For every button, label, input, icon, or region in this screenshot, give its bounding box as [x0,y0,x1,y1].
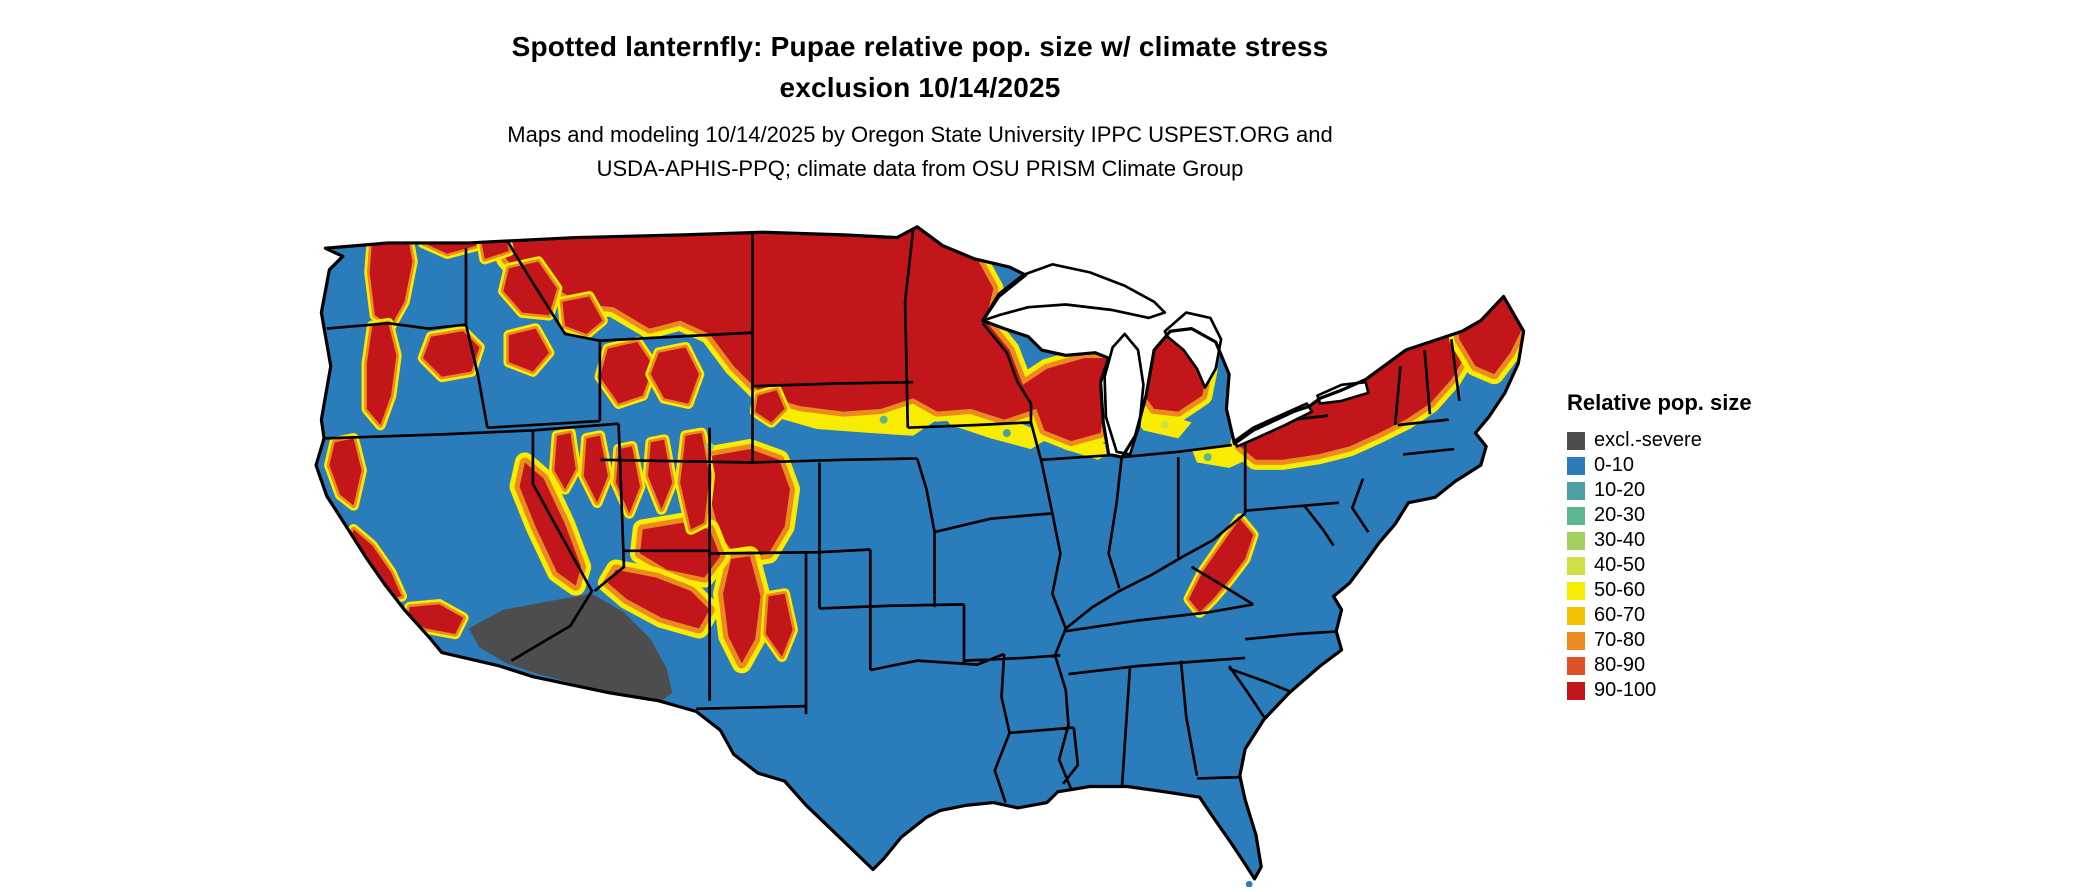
conus-outline [314,225,1526,881]
legend-item: excl.-severe [1567,428,1787,453]
legend-item: 40-50 [1567,553,1787,578]
legend-item: 50-60 [1567,578,1787,603]
legend-title: Relative pop. size [1567,390,1752,415]
us-conus-map [308,208,1529,887]
legend-item-label: 80-90 [1594,654,1646,676]
state-borders [324,226,1461,803]
legend-swatch [1567,681,1585,700]
legend-item: 80-90 [1567,653,1787,678]
legend-item-label: 30-40 [1594,529,1646,551]
legend-item-label: 40-50 [1594,554,1646,576]
legend-item: 20-30 [1567,503,1787,528]
map-title-line2: exclusion 10/14/2025 [779,72,1061,103]
legend-item-label: 10-20 [1594,479,1646,501]
legend: Relative pop. size excl.-severe 0-10 10-… [1567,390,1787,703]
legend-swatch [1567,531,1585,550]
legend-swatch [1567,656,1585,675]
legend-swatch [1567,481,1585,500]
legend-item-label: 20-30 [1594,504,1646,526]
lake-superior [981,263,1167,322]
us-conus-map-svg [314,225,1526,887]
legend-item: 60-70 [1567,603,1787,628]
legend-item-label: 70-80 [1594,629,1646,651]
legend-item-label: 90-100 [1594,679,1657,701]
map-attribution-line1: Maps and modeling 10/14/2025 by Oregon S… [507,122,1333,147]
lake-erie [1233,402,1314,448]
legend-item: 10-20 [1567,478,1787,503]
legend-swatch [1567,456,1585,475]
map-attribution: Maps and modeling 10/14/2025 by Oregon S… [0,118,1840,186]
legend-swatch [1567,556,1585,575]
legend-item: 70-80 [1567,628,1787,653]
population-raster-layer [316,226,1524,879]
map-title: Spotted lanternfly: Pupae relative pop. … [0,26,1840,108]
legend-item-label: 60-70 [1594,604,1646,626]
legend-swatch [1567,581,1585,600]
map-region-excluded-severe [468,593,673,701]
legend-swatch [1567,606,1585,625]
legend-swatch [1567,431,1585,450]
legend-item-label: 50-60 [1594,579,1646,601]
map-attribution-line2: USDA-APHIS-PPQ; climate data from OSU PR… [596,156,1244,181]
legend-swatch [1567,506,1585,525]
legend-item: 90-100 [1567,678,1787,703]
legend-item: 30-40 [1567,528,1787,553]
map-title-line1: Spotted lanternfly: Pupae relative pop. … [511,31,1329,62]
lake-ontario [1316,380,1370,405]
legend-swatch [1567,631,1585,650]
legend-item-label: excl.-severe [1594,429,1702,451]
legend-item: 0-10 [1567,453,1787,478]
florida-keys-speck [1245,880,1253,887]
legend-item-label: 0-10 [1594,454,1635,476]
